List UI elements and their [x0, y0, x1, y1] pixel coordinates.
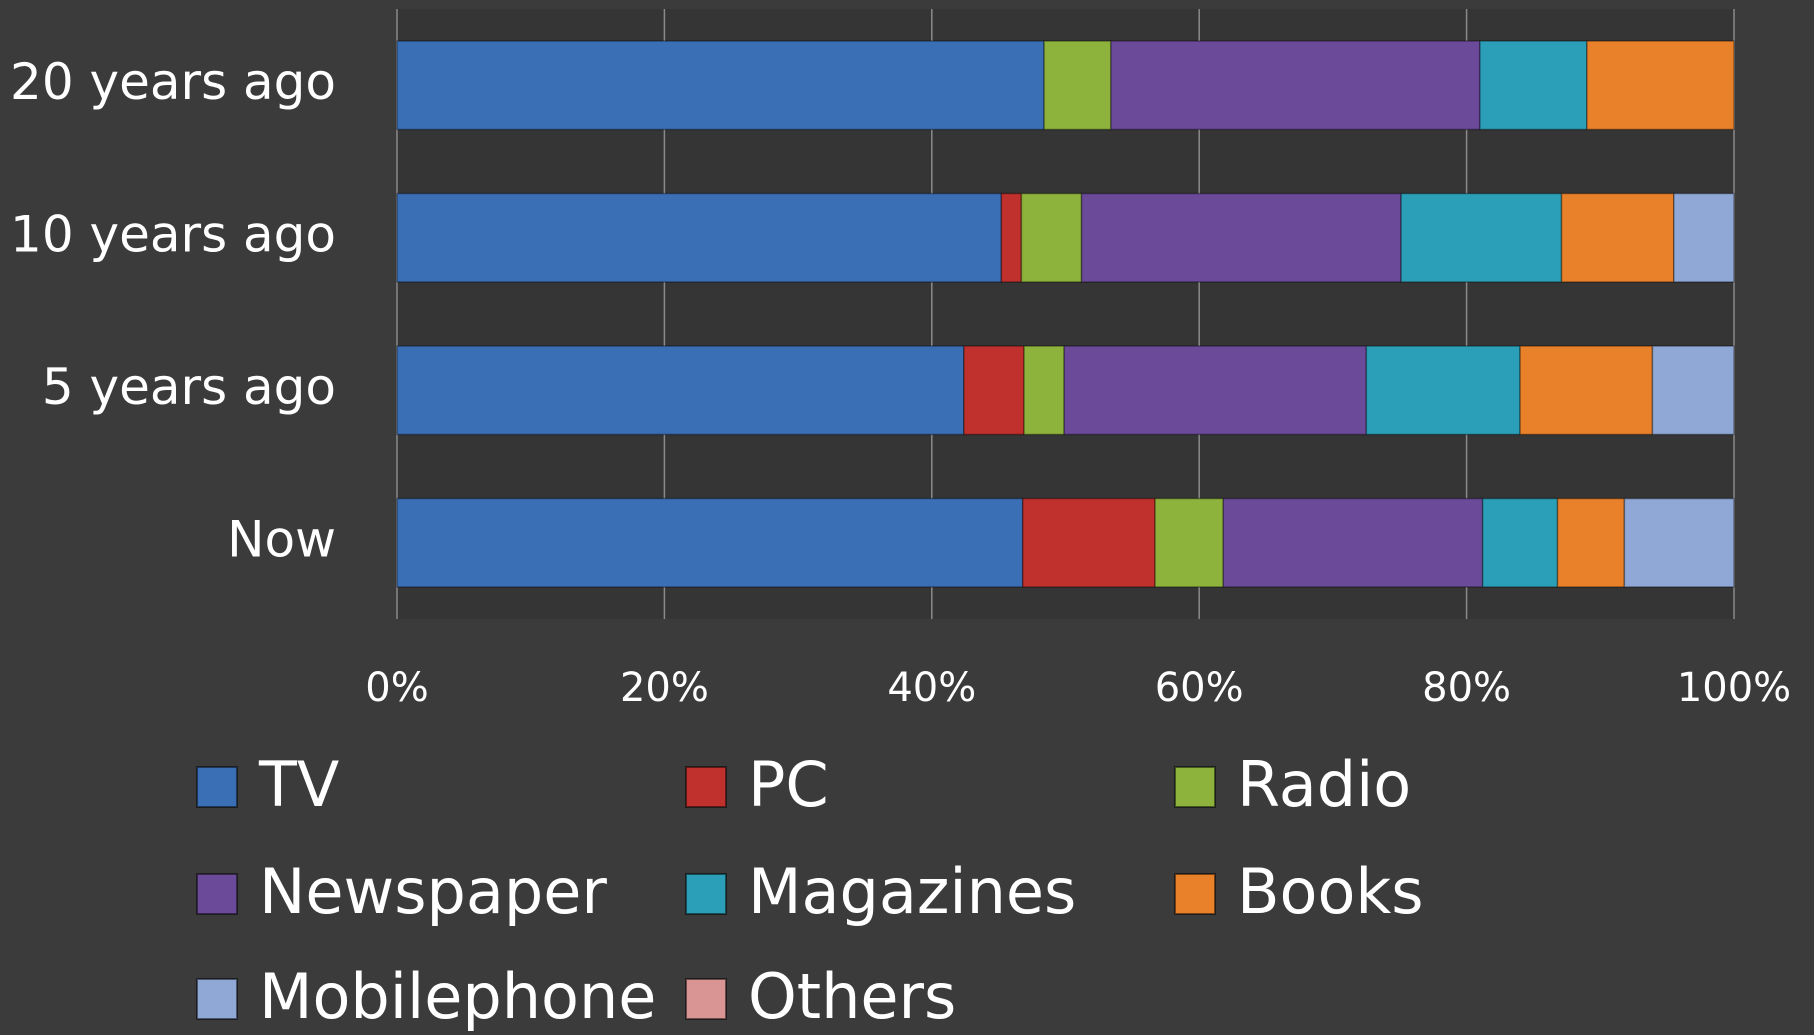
bar-segment [1063, 345, 1368, 436]
bar-segment [1519, 345, 1654, 436]
x-tick-label: 20% [620, 665, 709, 711]
legend-label: Books [1237, 855, 1424, 928]
bar-segment [1479, 40, 1588, 131]
x-tick-label: 0% [365, 665, 428, 711]
bar-segment [1023, 345, 1065, 436]
legend-swatch [196, 978, 238, 1020]
y-tick-label: 20 years ago [10, 53, 336, 111]
bar-segment [1154, 497, 1225, 588]
x-tick-label: 60% [1155, 665, 1244, 711]
x-tick-label: 80% [1422, 665, 1511, 711]
bar-segment [1021, 497, 1156, 588]
bar-segment [1560, 192, 1675, 283]
legend-swatch [1174, 873, 1216, 915]
legend-swatch [196, 873, 238, 915]
y-tick-label: 10 years ago [10, 205, 336, 263]
bar-segment [396, 192, 1003, 283]
x-tick-label: 40% [887, 665, 976, 711]
legend-label: TV [258, 748, 339, 821]
bar-segment [396, 345, 965, 436]
bar-segment [1586, 40, 1735, 131]
legend-swatch [196, 766, 238, 808]
bar-segment [1365, 345, 1521, 436]
bar-segment [1651, 345, 1735, 436]
bar-segment [396, 40, 1045, 131]
bar-segment [1020, 192, 1083, 283]
bar-segment [1481, 497, 1559, 588]
legend-label: Radio [1237, 748, 1411, 821]
legend-swatch [685, 766, 727, 808]
bar-segment [1000, 192, 1023, 283]
bar-segment [1400, 192, 1563, 283]
legend-swatch [1174, 766, 1216, 808]
y-tick-label: Now [227, 510, 336, 568]
bar-segment [1222, 497, 1484, 588]
bar-segment [1556, 497, 1626, 588]
legend-label: PC [748, 748, 829, 821]
legend-label: Magazines [748, 855, 1076, 928]
bar-segment [963, 345, 1025, 436]
legend-label: Newspaper [259, 855, 607, 928]
legend-label: Others [748, 960, 956, 1033]
x-tick-label: 100% [1677, 665, 1791, 711]
y-tick-label: 5 years ago [42, 358, 336, 416]
bar-segment [396, 497, 1024, 588]
legend-label: Mobilephone [259, 960, 656, 1033]
bar-segment [1110, 40, 1481, 131]
legend-swatch [685, 873, 727, 915]
bar-segment [1673, 192, 1735, 283]
bar-segment [1080, 192, 1402, 283]
legend-swatch [685, 978, 727, 1020]
bar-segment [1623, 497, 1735, 588]
bar-segment [1043, 40, 1112, 131]
